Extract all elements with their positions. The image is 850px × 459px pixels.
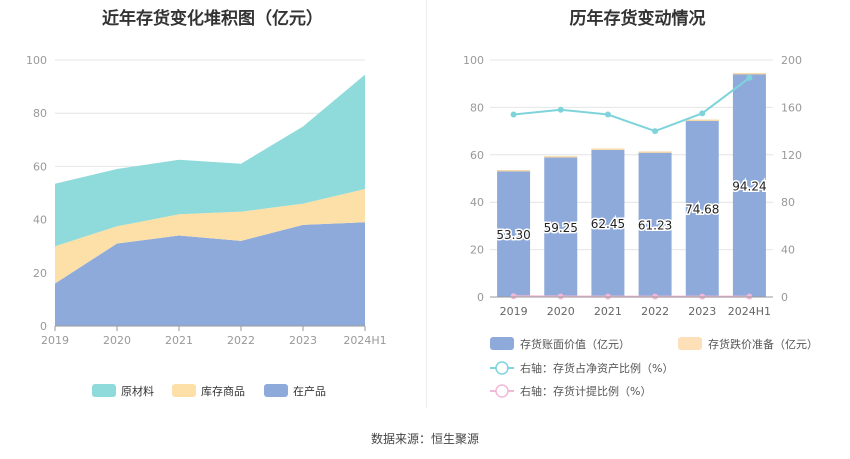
x-tick-label: 2022 [227,334,255,347]
area-series-3 [55,74,365,247]
x-tick-label: 2023 [688,305,716,318]
bar-provision [732,72,766,75]
panel-divider [426,0,427,408]
legend-swatch [92,384,116,397]
x-tick-label: 2021 [165,334,193,347]
bar-inventory-value [544,156,578,297]
bar-provision [685,119,719,122]
line-point [746,74,753,81]
y-tick-label: 20 [470,244,484,257]
y-tick-label: 40 [470,196,484,209]
y2-tick-label: 120 [781,149,802,162]
y2-tick-label: 200 [781,54,802,67]
bar-provision [544,156,578,158]
bar-provision [497,169,531,172]
y-tick-label: 0 [477,291,484,304]
line-inventory-ratio [513,76,751,133]
y-tick-label: 80 [470,101,484,114]
bar-data-label: 53.30 [496,228,530,242]
bar-data-label: 62.45 [591,217,625,231]
legend-label: 右轴：存货占净资产比例（%） [520,361,673,375]
legend-marker [495,361,509,375]
y-tick-label: 40 [33,214,47,227]
data-source-note: 数据来源：恒生聚源 [370,432,479,446]
y-tick-label: 60 [470,149,484,162]
stacked-area-chart: 0 20 40 60 80 100 2019 2020 2021 2022 2023 2024H1 原材… [26,54,387,398]
legend-label: 存货账面价值（亿元） [520,337,630,351]
legend-marker [495,384,509,398]
y-tick-label: 60 [33,160,47,173]
bar-data-label: 74.68 [685,203,719,217]
y2-tick-label: 0 [781,291,788,304]
x-tick-label: 2019 [500,305,528,318]
y-tick-label: 0 [40,320,47,333]
x-tick-label: 2024H1 [343,334,386,347]
inventory-bar-line-chart: 0 20 40 60 80 100 0 40 80 120 160 200 53.30 59.25 62.4… [463,54,818,398]
bar-data-label: 59.25 [544,221,578,235]
bar-inventory-value [497,170,531,297]
legend-label: 右轴：存货计提比例（%） [520,384,651,398]
left-chart-title: 近年存货变化堆积图（亿元） [102,9,323,29]
y-tick-label: 100 [26,54,47,67]
area-series-2 [55,189,365,284]
bar-provision [591,148,625,151]
legend-swatch [172,384,196,397]
line-point [699,110,706,117]
y-tick-label: 20 [33,267,47,280]
x-tick-label: 2023 [289,334,317,347]
x-tick-label: 2022 [641,305,669,318]
x-tick-label: 2019 [41,334,69,347]
bar-data-label: 61.23 [638,218,672,232]
x-tick-label: 2020 [103,334,131,347]
legend-swatch [678,337,702,350]
bar-inventory-value [638,151,672,297]
bar-inventory-value [591,148,625,297]
legend-swatch [264,384,288,397]
legend-label: 存货跌价准备（亿元） [708,337,818,351]
y-tick-label: 80 [33,107,47,120]
x-tick-label: 2020 [547,305,575,318]
y2-tick-label: 160 [781,101,802,114]
legend-label: 在产品 [293,384,326,398]
line-point [557,106,564,113]
bar-inventory-value [732,73,766,297]
y2-tick-label: 80 [781,196,795,209]
x-tick-label: 2021 [594,305,622,318]
legend-label: 库存商品 [201,384,245,398]
line-point [510,293,517,300]
legend-swatch [490,337,514,350]
area-series-1 [55,222,365,326]
legend-label: 原材料 [121,384,154,398]
right-chart-title: 历年存货变动情况 [569,9,706,29]
line-point [652,128,659,135]
line-point [510,111,517,118]
bar-inventory-value [685,120,719,298]
y-tick-label: 100 [463,54,484,67]
bar-data-label: 94.24 [732,179,766,193]
bar-provision [638,151,672,153]
x-tick-label: 2024H1 [728,305,771,318]
y2-tick-label: 40 [781,244,795,257]
line-point [604,111,611,118]
